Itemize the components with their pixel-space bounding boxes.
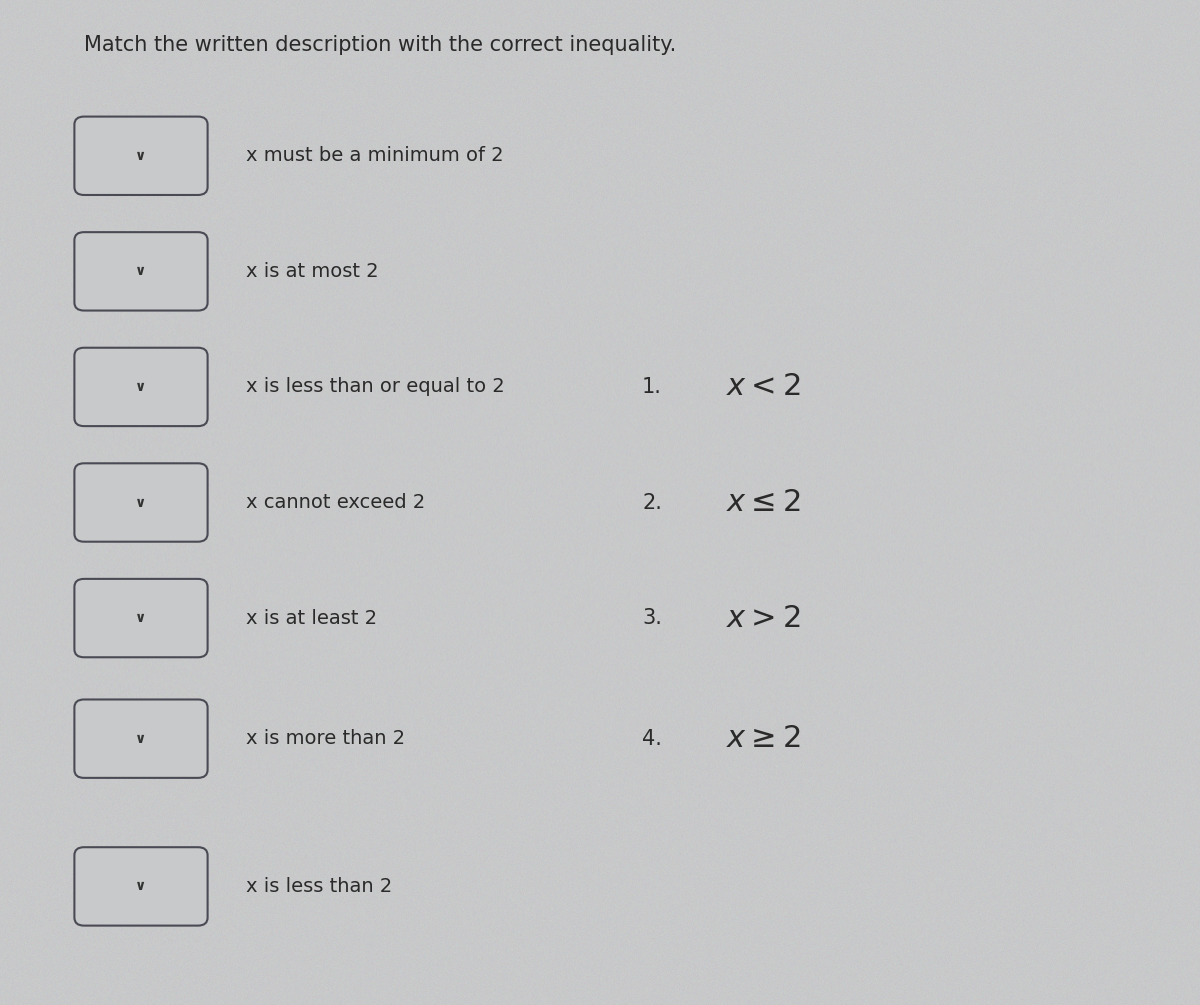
- Text: Match the written description with the correct inequality.: Match the written description with the c…: [84, 35, 677, 55]
- FancyBboxPatch shape: [74, 699, 208, 778]
- FancyBboxPatch shape: [74, 348, 208, 426]
- Text: ∨: ∨: [136, 879, 146, 893]
- Text: ∨: ∨: [136, 732, 146, 746]
- Text: $x > 2$: $x > 2$: [726, 603, 800, 633]
- Text: ∨: ∨: [136, 264, 146, 278]
- Text: x is less than 2: x is less than 2: [246, 877, 392, 895]
- Text: x is less than or equal to 2: x is less than or equal to 2: [246, 378, 505, 396]
- Text: ∨: ∨: [136, 380, 146, 394]
- FancyBboxPatch shape: [74, 117, 208, 195]
- Text: x is more than 2: x is more than 2: [246, 730, 406, 748]
- Text: x is at most 2: x is at most 2: [246, 262, 379, 280]
- FancyBboxPatch shape: [74, 232, 208, 311]
- Text: $x < 2$: $x < 2$: [726, 372, 800, 402]
- Text: 1.: 1.: [642, 377, 662, 397]
- Text: 2.: 2.: [642, 492, 662, 513]
- Text: ∨: ∨: [136, 149, 146, 163]
- FancyBboxPatch shape: [74, 847, 208, 926]
- Text: ∨: ∨: [136, 495, 146, 510]
- Text: x is at least 2: x is at least 2: [246, 609, 377, 627]
- Text: 4.: 4.: [642, 729, 662, 749]
- FancyBboxPatch shape: [74, 579, 208, 657]
- Text: x cannot exceed 2: x cannot exceed 2: [246, 493, 425, 512]
- Text: $x \leq 2$: $x \leq 2$: [726, 487, 800, 518]
- Text: 3.: 3.: [642, 608, 662, 628]
- Text: ∨: ∨: [136, 611, 146, 625]
- FancyBboxPatch shape: [74, 463, 208, 542]
- Text: x must be a minimum of 2: x must be a minimum of 2: [246, 147, 504, 165]
- Text: $x \geq 2$: $x \geq 2$: [726, 724, 800, 754]
